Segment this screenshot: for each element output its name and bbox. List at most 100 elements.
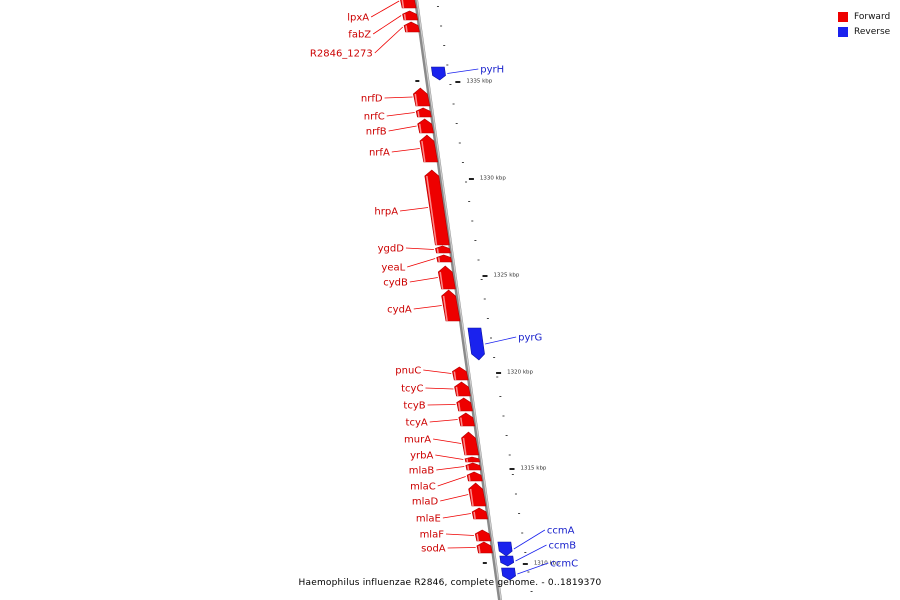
tick-mark	[522, 563, 528, 565]
legend: Forward Reverse	[838, 9, 900, 39]
gene-ygdD[interactable]: ygdD	[378, 244, 451, 255]
gene-label: pnuC	[395, 366, 421, 377]
gene-arrow[interactable]	[466, 471, 483, 482]
gene-R2846_1273[interactable]: R2846_1273	[310, 21, 420, 60]
gene-arrow[interactable]	[499, 555, 515, 567]
minor-tick-marks	[436, 6, 533, 592]
gene-tcyA[interactable]: tcyA	[406, 412, 476, 429]
gene-label: murA	[404, 435, 431, 446]
gene-label: pyrH	[480, 65, 504, 76]
gene-tcyC[interactable]: tcyC	[401, 381, 471, 397]
gene-label: tcyC	[401, 384, 423, 395]
gene-arrow[interactable]	[458, 412, 476, 427]
gene-nrfB[interactable]: nrfB	[366, 118, 434, 138]
gene-arrow[interactable]	[497, 541, 513, 557]
gene-yrbA[interactable]: yrbA	[410, 451, 481, 463]
gene-arrow[interactable]	[476, 541, 493, 554]
gene-label: nrfA	[369, 148, 390, 159]
gene-label: tcyA	[406, 418, 428, 429]
tick-mark	[496, 372, 502, 374]
gene-label: mlaD	[412, 497, 439, 508]
gene-label: yrbA	[410, 451, 433, 462]
gene-ccmC[interactable]: ccmC	[501, 559, 579, 581]
tick-label: 1320 kbp	[507, 370, 533, 376]
gene-arrow[interactable]	[456, 397, 473, 412]
gene-cydB[interactable]: cydB	[383, 265, 456, 290]
gene-arrow[interactable]	[454, 381, 471, 397]
gene-arrow[interactable]	[417, 118, 434, 134]
gene-label: tcyB	[403, 401, 425, 412]
gene-label: cydA	[387, 305, 412, 316]
gene-mlaC[interactable]: mlaC	[410, 471, 483, 493]
gene-arrow[interactable]	[431, 66, 446, 81]
forward-swatch	[838, 11, 848, 22]
gene-cydA[interactable]: cydA	[387, 289, 461, 322]
gene-label: cydB	[383, 278, 408, 289]
gene-mlaD[interactable]: mlaD	[412, 482, 487, 508]
gene-ccmB[interactable]: ccmB	[499, 541, 576, 567]
tick-label: 1335 kbp	[466, 79, 492, 85]
tick-label: 1315 kbp	[521, 466, 547, 472]
gene-label: yeaL	[381, 263, 405, 274]
gene-arrow[interactable]	[436, 254, 453, 263]
gene-label: fabZ	[348, 30, 371, 41]
gene-arrow[interactable]	[415, 107, 432, 118]
gene-mlaF[interactable]: mlaF	[420, 529, 492, 542]
legend-reverse-label: Reverse	[854, 26, 891, 37]
gene-label: hrpA	[374, 207, 398, 218]
gene-nrfA[interactable]: nrfA	[369, 134, 439, 163]
gene-arrow[interactable]	[435, 245, 451, 254]
gene-label: sodA	[421, 544, 446, 555]
gene-features: lpxA fabZ R2846_1273 pyrH nrfD nrfC nrfB nrfA hr…	[310, 0, 579, 581]
gene-arrow[interactable]	[402, 10, 419, 21]
gene-nrfC[interactable]: nrfC	[364, 107, 432, 123]
reverse-swatch	[838, 26, 848, 37]
gene-pyrG[interactable]: pyrG	[467, 327, 542, 361]
gene-arrow[interactable]	[465, 462, 482, 471]
gene-label: nrfD	[361, 94, 383, 105]
gene-arrow[interactable]	[424, 169, 450, 246]
gene-label: ygdD	[378, 244, 405, 255]
gene-ccmA[interactable]: ccmA	[497, 526, 575, 557]
genome-caption: Haemophilus influenzae R2846, complete g…	[298, 578, 602, 588]
gene-label: R2846_1273	[310, 49, 373, 60]
tick-mark	[455, 81, 461, 83]
gene-label: mlaC	[410, 482, 436, 493]
gene-sodA[interactable]: sodA	[421, 541, 493, 555]
gene-label: nrfC	[364, 112, 385, 123]
gene-fabZ[interactable]: fabZ	[348, 10, 419, 41]
gene-mlaE[interactable]: mlaE	[416, 507, 489, 525]
gene-mlaB[interactable]: mlaB	[409, 462, 482, 477]
gene-label: pyrG	[518, 333, 542, 344]
gene-label: mlaE	[416, 514, 441, 525]
gene-arrow[interactable]	[464, 456, 481, 463]
gene-yeaL[interactable]: yeaL	[381, 254, 453, 274]
gene-arrow[interactable]	[403, 21, 420, 33]
gene-hrpA[interactable]: hrpA	[374, 169, 450, 246]
gene-arrow[interactable]	[467, 327, 485, 361]
gene-arrow[interactable]	[412, 87, 431, 107]
legend-forward-label: Forward	[854, 11, 891, 22]
genome-backbone	[413, 0, 503, 600]
gene-label: ccmC	[550, 559, 578, 570]
gene-nrfD[interactable]: nrfD	[361, 87, 431, 107]
gene-arrow[interactable]	[400, 0, 417, 9]
gene-tcyB[interactable]: tcyB	[403, 397, 473, 412]
gene-pyrH[interactable]: pyrH	[431, 65, 504, 81]
gene-pnuC[interactable]: pnuC	[395, 366, 469, 381]
gene-arrow[interactable]	[471, 507, 489, 520]
gene-label: mlaF	[420, 530, 445, 541]
gene-murA[interactable]: murA	[404, 431, 480, 456]
gene-label: lpxA	[347, 13, 369, 24]
tick-label: 1330 kbp	[480, 176, 506, 182]
legend-forward: Forward	[838, 9, 900, 24]
gene-lpxA[interactable]: lpxA	[347, 0, 417, 24]
tick-mark	[468, 178, 474, 180]
tick-label: 1325 kbp	[494, 273, 520, 279]
tick-mark	[482, 275, 488, 277]
gene-arrow[interactable]	[474, 529, 492, 542]
gene-arrow[interactable]	[501, 567, 516, 581]
gene-arrow[interactable]	[452, 366, 469, 381]
gene-label: nrfB	[366, 127, 387, 138]
